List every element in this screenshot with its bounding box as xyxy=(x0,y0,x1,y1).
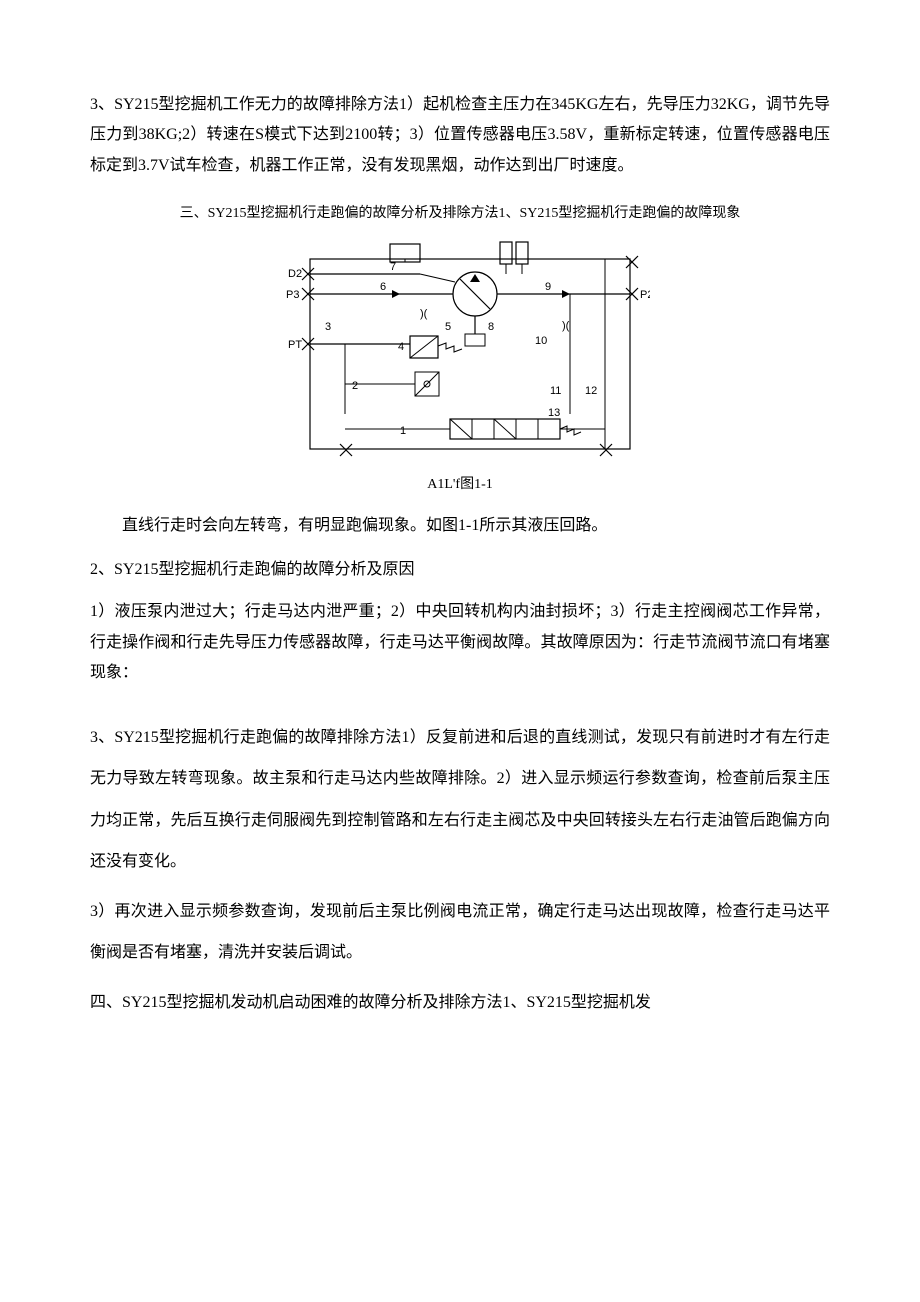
label-5: 5 xyxy=(445,321,451,333)
label-2: 2 xyxy=(352,380,358,392)
section-heading-3: 三、SY215型挖掘机行走跑偏的故障分析及排除方法1、SY215型挖掘机行走跑偏… xyxy=(90,203,830,225)
label-P3: P3 xyxy=(286,289,299,301)
hydraulic-diagram: )( )( xyxy=(90,234,830,469)
label-6: 6 xyxy=(380,281,386,293)
paragraph-1: 3、SY215型挖掘机工作无力的故障排除方法1）起机检查主压力在345KG左右，… xyxy=(90,90,830,181)
paragraph-4: 3、SY215型挖掘机行走跑偏的故障排除方法1）反复前进和后退的直线测试，发现只… xyxy=(90,717,830,883)
sub-heading-2: 2、SY215型挖掘机行走跑偏的故障分析及原因 xyxy=(90,555,830,585)
label-12: 12 xyxy=(585,385,597,397)
label-P2: P2 xyxy=(640,289,650,301)
label-1: 1 xyxy=(400,425,406,437)
diagram-caption: A1L'f图1-1 xyxy=(90,473,830,493)
label-D2: D2 xyxy=(288,268,302,280)
paragraph-2: 直线行走时会向左转弯，有明显跑偏现象。如图1-1所示其液压回路。 xyxy=(90,511,830,541)
paragraph-3: 1）液压泵内泄过大；行走马达内泄严重；2）中央回转机构内油封损坏；3）行走主控阀… xyxy=(90,597,830,688)
label-PT: PT xyxy=(288,339,302,351)
paragraph-5: 3）再次进入显示频参数查询，发现前后主泵比例阀电流正常，确定行走马达出现故障，检… xyxy=(90,891,830,974)
label-3: 3 xyxy=(325,321,331,333)
label-10: 10 xyxy=(535,335,547,347)
paragraph-6: 四、SY215型挖掘机发动机启动困难的故障分析及排除方法1、SY215型挖掘机发 xyxy=(90,982,830,1024)
label-9: 9 xyxy=(545,281,551,293)
label-4: 4 xyxy=(398,341,404,353)
label-11: 11 xyxy=(550,385,561,397)
svg-text:)(: )( xyxy=(562,320,570,332)
label-13: 13 xyxy=(548,407,560,419)
label-8: 8 xyxy=(488,321,494,333)
svg-text:)(: )( xyxy=(420,308,428,320)
label-7: 7 xyxy=(390,261,396,273)
